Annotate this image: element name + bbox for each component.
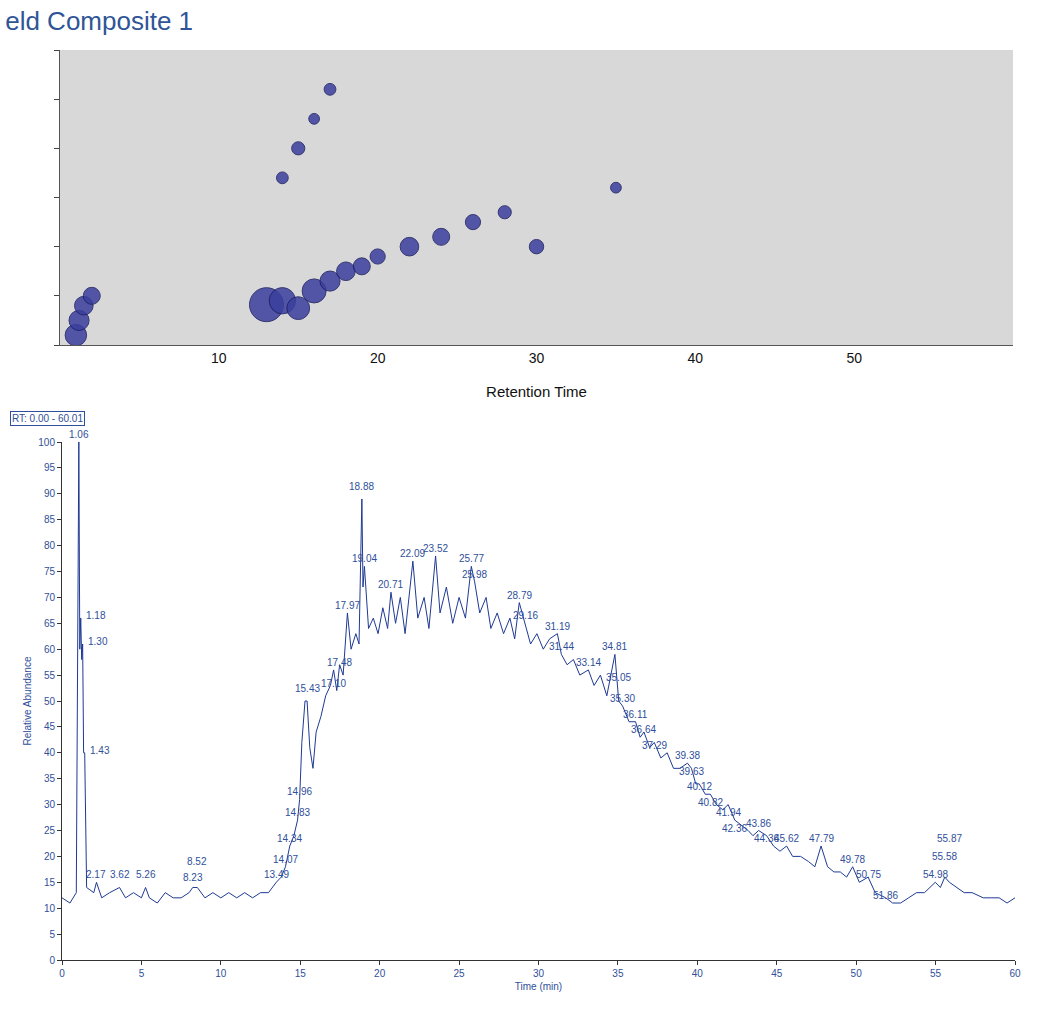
svg-text:15.43: 15.43 <box>295 683 320 694</box>
svg-text:15: 15 <box>44 877 56 888</box>
svg-text:34.81: 34.81 <box>602 641 627 652</box>
svg-text:1.06: 1.06 <box>69 429 89 440</box>
svg-text:1.30: 1.30 <box>88 636 108 647</box>
svg-text:Relative Abundance: Relative Abundance <box>22 656 33 745</box>
svg-text:100: 100 <box>38 437 55 448</box>
svg-text:23.52: 23.52 <box>423 543 448 554</box>
svg-text:55.87: 55.87 <box>937 833 962 844</box>
svg-text:20: 20 <box>374 968 386 979</box>
svg-text:RT: 0.00 - 60.01: RT: 0.00 - 60.01 <box>12 413 83 424</box>
svg-text:51.86: 51.86 <box>873 890 898 901</box>
svg-text:54.98: 54.98 <box>923 869 948 880</box>
svg-text:17.10: 17.10 <box>321 678 346 689</box>
svg-text:10: 10 <box>215 968 227 979</box>
svg-text:30: 30 <box>44 799 56 810</box>
svg-text:75: 75 <box>44 566 56 577</box>
svg-text:45: 45 <box>44 721 56 732</box>
svg-text:20: 20 <box>370 350 386 366</box>
svg-text:25.77: 25.77 <box>459 553 484 564</box>
svg-text:40.12: 40.12 <box>687 781 712 792</box>
svg-text:39.38: 39.38 <box>675 750 700 761</box>
svg-text:42.36: 42.36 <box>722 823 747 834</box>
svg-text:3.62: 3.62 <box>110 869 130 880</box>
svg-text:39.63: 39.63 <box>679 766 704 777</box>
svg-text:70: 70 <box>44 592 56 603</box>
svg-text:35: 35 <box>612 968 624 979</box>
svg-text:20: 20 <box>44 851 56 862</box>
svg-text:80: 80 <box>44 540 56 551</box>
svg-text:10: 10 <box>44 903 56 914</box>
svg-text:40: 40 <box>688 350 704 366</box>
svg-text:29.16: 29.16 <box>513 610 538 621</box>
svg-text:60: 60 <box>44 644 56 655</box>
svg-text:33.14: 33.14 <box>576 657 601 668</box>
svg-text:0: 0 <box>49 955 55 966</box>
svg-text:49.78: 49.78 <box>840 854 865 865</box>
svg-text:40: 40 <box>44 747 56 758</box>
svg-text:17.48: 17.48 <box>327 657 352 668</box>
svg-text:1.18: 1.18 <box>86 610 106 621</box>
svg-text:47.79: 47.79 <box>809 833 834 844</box>
svg-text:14.34: 14.34 <box>277 833 302 844</box>
svg-text:19.04: 19.04 <box>352 553 377 564</box>
svg-text:25.98: 25.98 <box>462 569 487 580</box>
svg-text:14.83: 14.83 <box>285 807 310 818</box>
svg-text:5: 5 <box>139 968 145 979</box>
svg-text:25: 25 <box>44 825 56 836</box>
svg-text:1.43: 1.43 <box>90 745 110 756</box>
svg-text:90: 90 <box>44 488 56 499</box>
svg-text:55: 55 <box>930 968 942 979</box>
svg-text:8.23: 8.23 <box>183 872 203 883</box>
svg-text:65: 65 <box>44 618 56 629</box>
svg-text:50: 50 <box>851 968 863 979</box>
svg-text:40: 40 <box>692 968 704 979</box>
svg-text:15: 15 <box>295 968 307 979</box>
svg-text:95: 95 <box>44 462 56 473</box>
svg-text:55: 55 <box>44 670 56 681</box>
svg-text:8.52: 8.52 <box>187 856 207 867</box>
svg-text:14.07: 14.07 <box>273 854 298 865</box>
svg-text:5.26: 5.26 <box>136 869 156 880</box>
svg-text:85: 85 <box>44 514 56 525</box>
svg-text:55.58: 55.58 <box>932 851 957 862</box>
svg-text:50.75: 50.75 <box>856 869 881 880</box>
svg-text:22.09: 22.09 <box>400 548 425 559</box>
svg-text:28.79: 28.79 <box>507 590 532 601</box>
svg-text:10: 10 <box>211 350 227 366</box>
svg-text:37.29: 37.29 <box>642 740 667 751</box>
svg-text:eld Composite 1: eld Composite 1 <box>5 6 193 36</box>
svg-text:0: 0 <box>59 968 65 979</box>
svg-text:5: 5 <box>49 929 55 940</box>
svg-text:31.44: 31.44 <box>549 641 574 652</box>
svg-text:50: 50 <box>44 696 56 707</box>
svg-text:2.17: 2.17 <box>86 869 106 880</box>
svg-text:50: 50 <box>846 350 862 366</box>
svg-text:36.11: 36.11 <box>623 709 648 720</box>
svg-text:41.94: 41.94 <box>716 807 741 818</box>
svg-text:60: 60 <box>1009 968 1021 979</box>
svg-text:35.05: 35.05 <box>606 672 631 683</box>
svg-text:30: 30 <box>529 350 545 366</box>
svg-text:17.97: 17.97 <box>335 600 360 611</box>
svg-text:14.96: 14.96 <box>287 786 312 797</box>
svg-text:44.36: 44.36 <box>754 833 779 844</box>
svg-text:18.88: 18.88 <box>349 481 374 492</box>
svg-text:35: 35 <box>44 773 56 784</box>
svg-text:40.82: 40.82 <box>698 797 723 808</box>
svg-text:30: 30 <box>533 968 545 979</box>
svg-text:45.62: 45.62 <box>774 833 799 844</box>
svg-text:25: 25 <box>454 968 466 979</box>
svg-text:Time (min): Time (min) <box>515 981 562 992</box>
svg-text:13.49: 13.49 <box>264 869 289 880</box>
svg-text:43.86: 43.86 <box>746 818 771 829</box>
svg-text:45: 45 <box>771 968 783 979</box>
svg-text:35.30: 35.30 <box>610 693 635 704</box>
svg-text:20.71: 20.71 <box>378 579 403 590</box>
svg-text:Retention Time: Retention Time <box>486 383 587 400</box>
svg-text:36.64: 36.64 <box>631 724 656 735</box>
svg-text:31.19: 31.19 <box>545 621 570 632</box>
